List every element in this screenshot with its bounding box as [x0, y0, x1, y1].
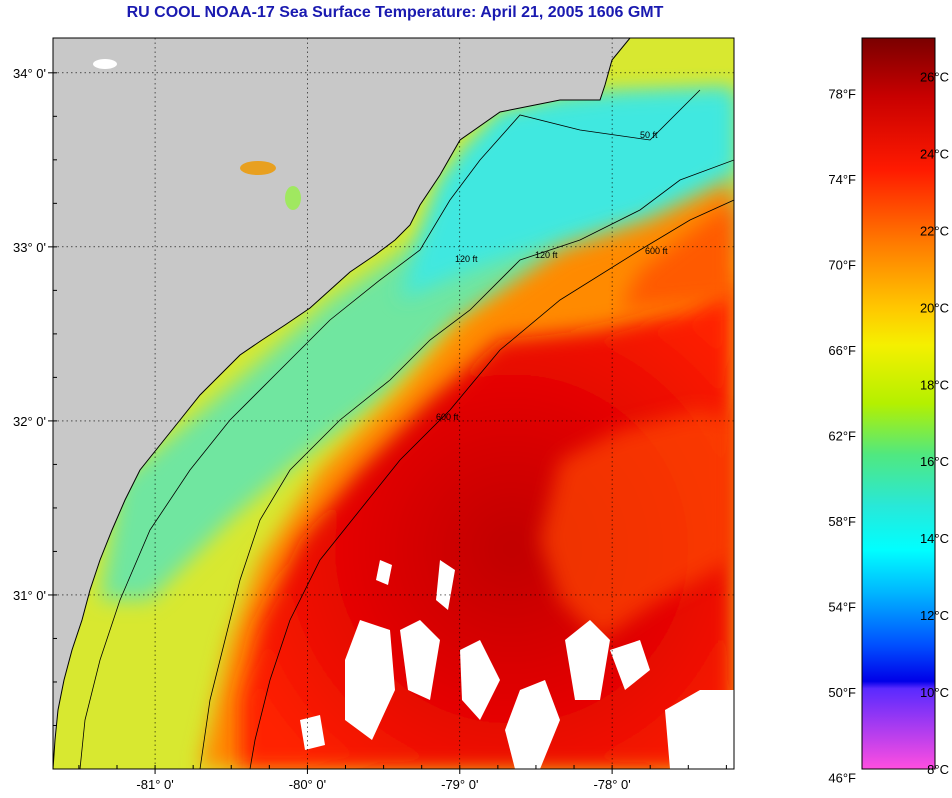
isobath-600ft — [249, 199, 734, 769]
lat-tick-label: 32° 0' — [13, 414, 46, 429]
colorbar-fahrenheit-label: 58°F — [828, 514, 856, 529]
cloud-mask — [300, 560, 734, 769]
colorbar — [861, 37, 936, 770]
coastline — [53, 38, 631, 769]
offshore-orange-filament — [540, 410, 734, 640]
lat-tick-label: 34° 0' — [13, 66, 46, 81]
plot-frame — [52, 37, 735, 770]
lon-tick-label: -79° 0' — [441, 777, 478, 792]
colorbar-celsius-label: 22°C — [920, 223, 949, 238]
colorbar-fahrenheit-label: 78°F — [828, 87, 856, 102]
lat-tick-label: 33° 0' — [13, 240, 46, 255]
lat-tick-label: 31° 0' — [13, 588, 46, 603]
sst-plot-area: 50 ft 120 ft 120 ft 600 ft 600 ft — [53, 38, 734, 769]
colorbar-fahrenheit-label: 74°F — [828, 172, 856, 187]
colorbar-fahrenheit-label: 62°F — [828, 429, 856, 444]
colorbar-labels: 26°C 24°C 22°C 20°C 18°C 16°C 14°C 12°C 10°C 8°C 7… — [828, 69, 949, 785]
map-title: RU COOL NOAA-17 Sea Surface Temperature:… — [126, 4, 664, 21]
colorbar-celsius-label: 16°C — [920, 454, 949, 469]
colorbar-celsius-label: 24°C — [920, 146, 949, 161]
land-mass — [53, 38, 630, 769]
isobath-label: 50 ft — [640, 130, 658, 140]
colorbar-fahrenheit-label: 70°F — [828, 258, 856, 273]
isobath-label: 120 ft — [455, 254, 478, 264]
inland-lake — [240, 161, 276, 175]
isobath-50ft — [79, 89, 701, 769]
cyan-shelf-water — [400, 90, 734, 300]
colorbar-celsius-label: 14°C — [920, 531, 949, 546]
isobath-label: 120 ft — [535, 250, 558, 260]
lon-tick-label: -81° 0' — [136, 777, 173, 792]
graticule — [53, 38, 734, 769]
colorbar-celsius-label: 26°C — [920, 69, 949, 84]
colorbar-celsius-label: 8°C — [927, 762, 949, 777]
inland-lake — [93, 59, 117, 69]
colorbar-fahrenheit-label: 46°F — [828, 771, 856, 786]
isobath-label: 600 ft — [436, 412, 459, 422]
colorbar-celsius-label: 20°C — [920, 300, 949, 315]
colorbar-celsius-label: 18°C — [920, 377, 949, 392]
lon-tick-label: -78° 0' — [593, 777, 630, 792]
lon-tick-label: -80° 0' — [289, 777, 326, 792]
isobath-label: 600 ft — [645, 246, 668, 256]
axis-labels: -81° 0' -80° 0' -79° 0' -78° 0' 34° 0' 33° 0'… — [13, 66, 727, 792]
isobath-120ft — [199, 159, 734, 769]
colorbar-celsius-label: 10°C — [920, 685, 949, 700]
isobath-contours — [79, 89, 734, 769]
colorbar-celsius-label: 12°C — [920, 608, 949, 623]
colorbar-fahrenheit-label: 66°F — [828, 343, 856, 358]
isobath-labels: 50 ft 120 ft 120 ft 600 ft 600 ft — [436, 130, 668, 422]
colorbar-fahrenheit-label: 50°F — [828, 685, 856, 700]
colorbar-fahrenheit-label: 54°F — [828, 600, 856, 615]
inland-lake — [285, 186, 301, 210]
offshore-eddy — [620, 200, 734, 310]
